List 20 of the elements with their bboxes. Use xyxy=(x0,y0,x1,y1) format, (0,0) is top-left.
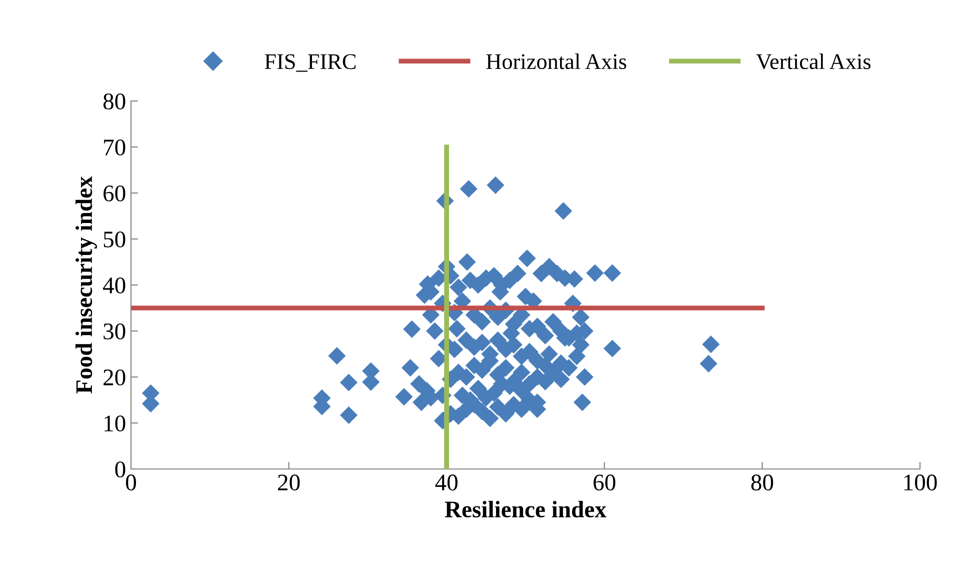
y-tick-label: 60 xyxy=(104,185,126,202)
x-axis-title: Resilience index xyxy=(444,500,606,518)
y-axis-title: Food insecurity index xyxy=(75,176,97,394)
y-tick-label: 50 xyxy=(104,231,126,248)
x-tick-label: 100 xyxy=(904,474,937,490)
y-tick-label: 10 xyxy=(104,415,126,432)
y-tick-label: 30 xyxy=(104,323,126,340)
x-tick-label: 0 xyxy=(126,474,136,490)
legend-label: Horizontal Axis xyxy=(486,53,626,70)
legend-label: FIS_FIRC xyxy=(264,54,356,72)
x-tick-label: 80 xyxy=(751,474,774,490)
y-tick-label: 40 xyxy=(102,277,126,294)
y-tick-label: 0 xyxy=(115,461,126,478)
y-tick-label: 70 xyxy=(104,139,126,156)
y-tick-label: 20 xyxy=(104,369,126,386)
y-tick-label: 80 xyxy=(103,93,126,110)
legend-label: Vertical Axis xyxy=(756,53,870,70)
x-tick-label: 60 xyxy=(594,474,616,490)
x-tick-label: 40 xyxy=(435,474,458,490)
x-tick-label: 20 xyxy=(278,474,300,490)
